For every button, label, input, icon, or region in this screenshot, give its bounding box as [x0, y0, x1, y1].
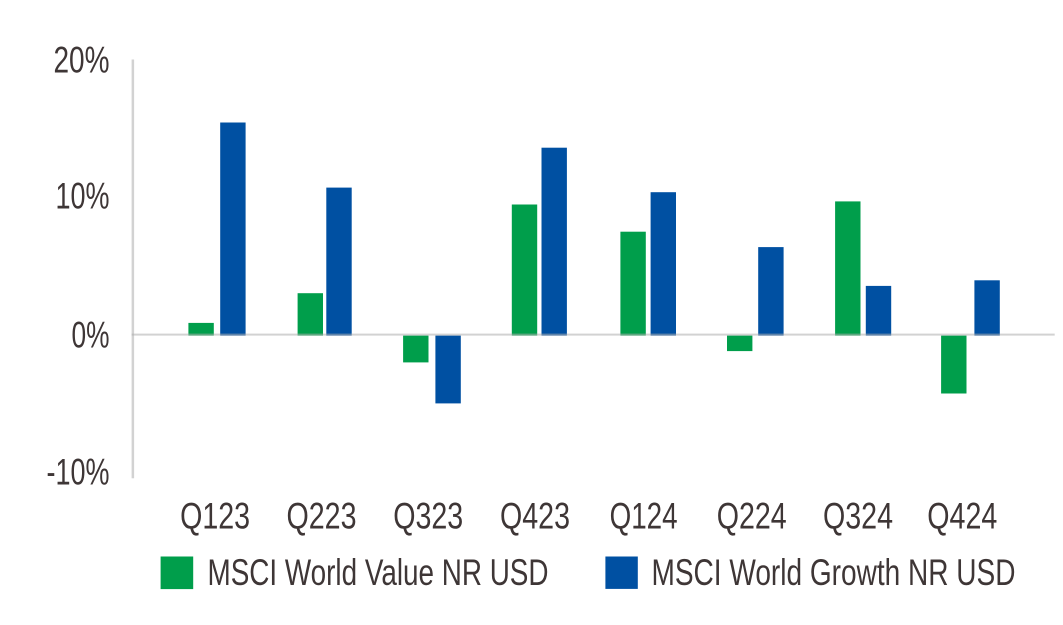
svg-text:10%: 10%	[56, 176, 110, 217]
svg-text:MSCI World Value NR USD: MSCI World Value NR USD	[208, 552, 549, 593]
svg-text:Q423: Q423	[500, 495, 570, 536]
svg-text:Q223: Q223	[287, 495, 357, 536]
svg-text:Q124: Q124	[610, 495, 678, 536]
svg-text:Q424: Q424	[927, 495, 997, 536]
svg-text:Q224: Q224	[717, 495, 787, 536]
svg-text:0%: 0%	[72, 314, 110, 355]
svg-text:Q324: Q324	[823, 495, 893, 536]
svg-text:MSCI World Growth NR USD: MSCI World Growth NR USD	[652, 552, 1016, 593]
svg-text:-10%: -10%	[47, 452, 110, 493]
svg-text:Q323: Q323	[393, 495, 463, 536]
svg-text:Q123: Q123	[180, 495, 250, 536]
svg-text:20%: 20%	[54, 39, 110, 80]
